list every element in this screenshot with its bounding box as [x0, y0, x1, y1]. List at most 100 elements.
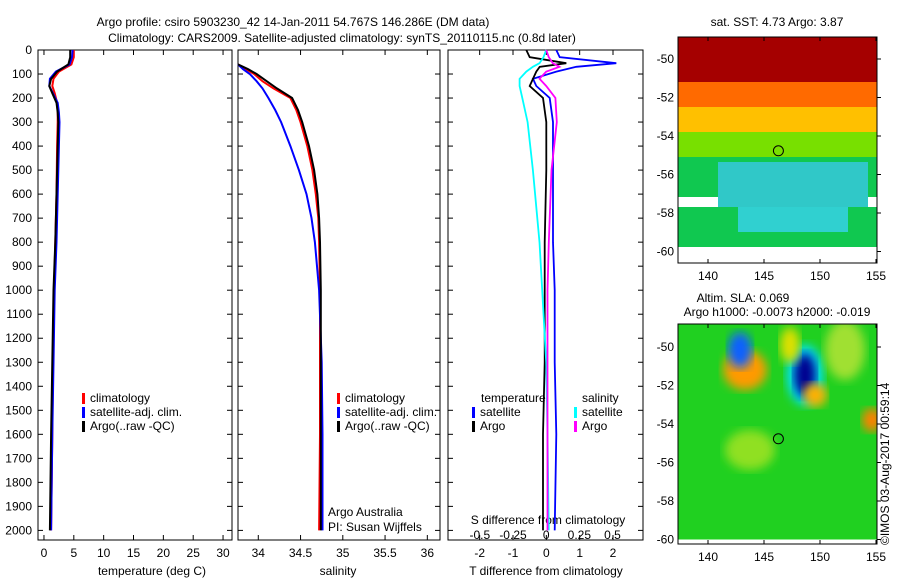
map-cell: [738, 207, 848, 232]
x-tick-label: 25: [187, 546, 201, 560]
legend-swatch: [337, 421, 340, 432]
map-x-tick-label: 140: [698, 269, 718, 283]
map-y-tick-label: -50: [657, 340, 675, 354]
legend-label: climatology: [90, 391, 150, 405]
map-y-tick-label: -52: [657, 379, 675, 393]
map-x-tick-label: 155: [866, 269, 886, 283]
legend-label: Argo(..raw -QC): [90, 419, 175, 433]
sal-line-climatology: [237, 63, 321, 531]
map-cell: [718, 162, 868, 212]
map-y-tick-label: -52: [657, 91, 675, 105]
map-x-tick-label: 140: [698, 550, 718, 564]
x-tick-label: 30: [216, 546, 230, 560]
legend-label: Argo: [582, 419, 608, 433]
map-frame: [677, 36, 878, 264]
map-x-tick-label: 150: [810, 269, 830, 283]
map-y-tick-label: -54: [657, 417, 675, 431]
sla-map-title-2: Argo h1000: -0.0073 h2000: -0.019: [684, 305, 871, 319]
sal-line-argo: [237, 63, 322, 531]
y-tick-label: 100: [12, 67, 32, 81]
legend-label: Argo(..raw -QC): [345, 419, 430, 433]
y-tick-label: 0: [25, 43, 32, 57]
map-sst-map: 140 145 150 155 -50 -52 -54 -56 -58 -60: [657, 36, 886, 283]
x-tick-label: 34: [252, 546, 266, 560]
legend-swatch: [82, 421, 85, 432]
annotation-argo-australia: Argo Australia: [328, 505, 403, 519]
x-tick-label: -2: [474, 546, 485, 560]
temp-line-argo: [48, 50, 72, 531]
map-y-tick-label: -60: [657, 533, 675, 547]
map-y-tick-label: -58: [657, 206, 675, 220]
map-y-tick-label: -58: [657, 494, 675, 508]
map-sla-map: 140 145 150 155 -50 -52 -54 -56 -58 -60: [657, 323, 886, 564]
x-tick-label: 15: [127, 546, 141, 560]
legend-label: satellite: [480, 405, 521, 419]
x-tick-label: 35: [336, 546, 350, 560]
legend-label: satellite: [582, 405, 623, 419]
sla-map-title-1: Altim. SLA: 0.069: [697, 291, 790, 305]
map-y-tick-label: -60: [657, 245, 675, 259]
title-line-1: Argo profile: csiro 5903230_42 14-Jan-20…: [97, 15, 490, 29]
y-tick-label: 200: [12, 91, 32, 105]
legend-swatch: [82, 407, 85, 418]
legend-label: climatology: [345, 391, 405, 405]
y-tick-label: 400: [12, 139, 32, 153]
annotation-pi: PI: Susan Wijffels: [328, 520, 422, 534]
title-line-2: Climatology: CARS2009. Satellite-adjuste…: [108, 31, 576, 45]
x-tick-label: 35.5: [373, 546, 397, 560]
y-tick-label: 1400: [5, 379, 32, 393]
x-tick-label: 20: [157, 546, 171, 560]
y-tick-label: 900: [12, 259, 32, 273]
legend-swatch: [574, 421, 577, 432]
argo-location-marker: [772, 433, 784, 445]
tdiff-xlabel: T difference from climatology: [469, 564, 623, 578]
legend-title-salinity: salinity: [582, 391, 619, 405]
diff-line-temperature-Argo: [525, 49, 567, 531]
map-y-tick-label: -56: [657, 456, 675, 470]
legend-label: satellite-adj. clim.: [345, 405, 437, 419]
y-tick-label: 1800: [5, 475, 32, 489]
legend-swatch: [82, 393, 85, 404]
x-tick-label: 1: [576, 546, 583, 560]
map-feature: [725, 430, 775, 470]
y-tick-label: 800: [12, 235, 32, 249]
panel-frame-salinity: [237, 49, 441, 541]
map-feature: [728, 332, 752, 368]
map-feature: [825, 324, 865, 380]
map-frame: [677, 323, 878, 545]
map-x-tick-label: 150: [810, 550, 830, 564]
map-x-tick-label: 145: [754, 269, 774, 283]
y-tick-label: 1600: [5, 427, 32, 441]
y-tick-label: 700: [12, 211, 32, 225]
y-tick-label: 1500: [5, 403, 32, 417]
y-tick-label: 300: [12, 115, 32, 129]
y-tick-label: 500: [12, 163, 32, 177]
x-tick-label: 0: [41, 546, 48, 560]
panel-frame-temperature: [37, 49, 233, 541]
timestamp: ©IMOS 03-Aug-2017 00:59:14: [878, 382, 892, 545]
sal-xlabel: salinity: [320, 564, 357, 578]
x-tick-label: 2: [610, 546, 617, 560]
y-tick-label: 600: [12, 187, 32, 201]
map-image: [678, 37, 877, 247]
x2-tick-label: -0.25: [499, 528, 527, 542]
legend-swatch: [337, 407, 340, 418]
y-tick-label: 1300: [5, 355, 32, 369]
x2-tick-label: 0.5: [604, 528, 621, 542]
map-y-tick-label: -54: [657, 129, 675, 143]
x-tick-label: 5: [70, 546, 77, 560]
y-tick-label: 1100: [6, 307, 32, 321]
y-tick-label: 1900: [5, 499, 32, 513]
map-image: [678, 324, 877, 540]
diff-line-salinity-Argo: [538, 49, 562, 531]
y-tick-label: 1700: [5, 451, 32, 465]
legend-label: Argo: [480, 419, 506, 433]
legend-swatch: [337, 393, 340, 404]
x-tick-label: 34.5: [289, 546, 313, 560]
sst-map-title: sat. SST: 4.73 Argo: 3.87: [711, 15, 844, 29]
map-x-tick-label: 145: [754, 550, 774, 564]
map-y-tick-label: -56: [657, 168, 675, 182]
x2-tick-label: 0: [543, 528, 550, 542]
